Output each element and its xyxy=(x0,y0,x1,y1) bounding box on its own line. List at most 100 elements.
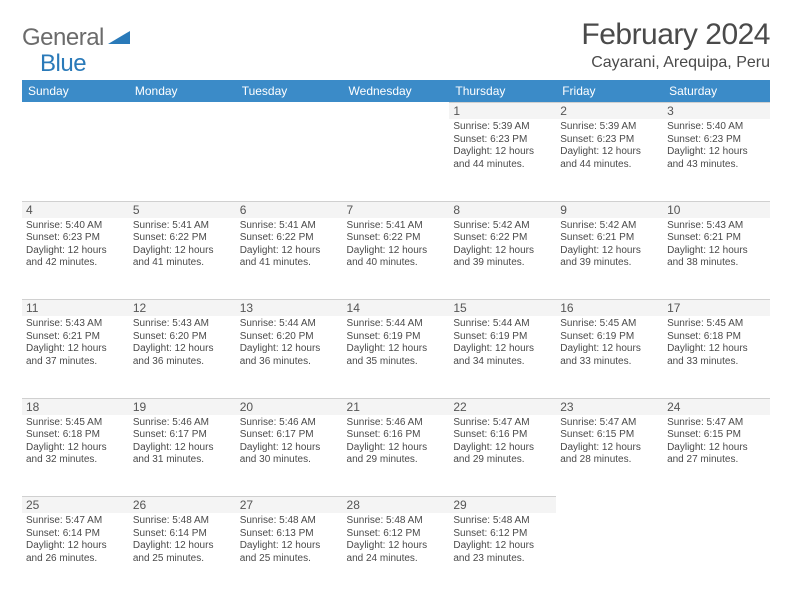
daylight-value: Daylight: 12 hours and 44 minutes. xyxy=(453,146,552,171)
sunrise-value: Sunrise: 5:46 AM xyxy=(347,417,446,430)
day-number-cell: 27 xyxy=(236,497,343,514)
day-number: 14 xyxy=(347,301,360,315)
day-header: Saturday xyxy=(663,80,770,103)
sunset-value: Sunset: 6:20 PM xyxy=(240,331,339,344)
day-cell: Sunrise: 5:46 AMSunset: 6:16 PMDaylight:… xyxy=(343,415,450,497)
day-number: 21 xyxy=(347,400,360,414)
day-number-cell xyxy=(663,497,770,514)
sunrise-value: Sunrise: 5:44 AM xyxy=(453,318,552,331)
sunset-value: Sunset: 6:15 PM xyxy=(560,429,659,442)
sunrise-value: Sunrise: 5:44 AM xyxy=(347,318,446,331)
sunset-value: Sunset: 6:23 PM xyxy=(26,232,125,245)
sunset-value: Sunset: 6:19 PM xyxy=(347,331,446,344)
sunrise-value: Sunrise: 5:41 AM xyxy=(133,220,232,233)
day-cell xyxy=(129,119,236,201)
day-number-row: 18192021222324 xyxy=(22,398,770,415)
day-number: 29 xyxy=(453,498,466,512)
day-number-cell xyxy=(343,103,450,120)
day-cell xyxy=(236,119,343,201)
sunrise-value: Sunrise: 5:41 AM xyxy=(347,220,446,233)
sunset-value: Sunset: 6:23 PM xyxy=(453,134,552,147)
day-number-cell: 12 xyxy=(129,300,236,317)
day-cell: Sunrise: 5:40 AMSunset: 6:23 PMDaylight:… xyxy=(22,218,129,300)
day-number-row: 2526272829 xyxy=(22,497,770,514)
logo: General xyxy=(22,24,132,52)
daylight-value: Daylight: 12 hours and 38 minutes. xyxy=(667,245,766,270)
day-number-cell: 2 xyxy=(556,103,663,120)
day-number-row: 45678910 xyxy=(22,201,770,218)
day-number: 13 xyxy=(240,301,253,315)
daylight-value: Daylight: 12 hours and 29 minutes. xyxy=(453,442,552,467)
day-number: 4 xyxy=(26,203,33,217)
sunrise-value: Sunrise: 5:44 AM xyxy=(240,318,339,331)
daylight-value: Daylight: 12 hours and 33 minutes. xyxy=(667,343,766,368)
day-cell: Sunrise: 5:44 AMSunset: 6:19 PMDaylight:… xyxy=(343,316,450,398)
day-cell: Sunrise: 5:43 AMSunset: 6:20 PMDaylight:… xyxy=(129,316,236,398)
day-number-cell: 19 xyxy=(129,398,236,415)
logo-text-blue: Blue xyxy=(40,50,86,77)
sunset-value: Sunset: 6:19 PM xyxy=(453,331,552,344)
day-number-cell: 18 xyxy=(22,398,129,415)
day-header: Friday xyxy=(556,80,663,103)
day-cell: Sunrise: 5:42 AMSunset: 6:21 PMDaylight:… xyxy=(556,218,663,300)
sunrise-value: Sunrise: 5:48 AM xyxy=(347,515,446,528)
day-number: 6 xyxy=(240,203,247,217)
sunset-value: Sunset: 6:22 PM xyxy=(347,232,446,245)
sunset-value: Sunset: 6:19 PM xyxy=(560,331,659,344)
day-content-row: Sunrise: 5:47 AMSunset: 6:14 PMDaylight:… xyxy=(22,513,770,595)
sunset-value: Sunset: 6:23 PM xyxy=(667,134,766,147)
sunrise-value: Sunrise: 5:45 AM xyxy=(667,318,766,331)
day-number: 3 xyxy=(667,104,674,118)
daylight-value: Daylight: 12 hours and 28 minutes. xyxy=(560,442,659,467)
daylight-value: Daylight: 12 hours and 41 minutes. xyxy=(133,245,232,270)
daylight-value: Daylight: 12 hours and 27 minutes. xyxy=(667,442,766,467)
title-block: February 2024 Cayarani, Arequipa, Peru xyxy=(581,18,770,72)
sunrise-value: Sunrise: 5:40 AM xyxy=(26,220,125,233)
day-number-cell: 22 xyxy=(449,398,556,415)
day-cell: Sunrise: 5:48 AMSunset: 6:12 PMDaylight:… xyxy=(343,513,450,595)
sunset-value: Sunset: 6:23 PM xyxy=(560,134,659,147)
day-cell: Sunrise: 5:46 AMSunset: 6:17 PMDaylight:… xyxy=(129,415,236,497)
sunset-value: Sunset: 6:22 PM xyxy=(133,232,232,245)
day-cell: Sunrise: 5:47 AMSunset: 6:15 PMDaylight:… xyxy=(663,415,770,497)
day-number-cell: 21 xyxy=(343,398,450,415)
day-number-cell: 7 xyxy=(343,201,450,218)
daylight-value: Daylight: 12 hours and 35 minutes. xyxy=(347,343,446,368)
daylight-value: Daylight: 12 hours and 32 minutes. xyxy=(26,442,125,467)
sunset-value: Sunset: 6:17 PM xyxy=(240,429,339,442)
day-number: 28 xyxy=(347,498,360,512)
sunrise-value: Sunrise: 5:42 AM xyxy=(560,220,659,233)
sunset-value: Sunset: 6:14 PM xyxy=(133,528,232,541)
daylight-value: Daylight: 12 hours and 25 minutes. xyxy=(240,540,339,565)
location-label: Cayarani, Arequipa, Peru xyxy=(581,54,770,72)
daylight-value: Daylight: 12 hours and 24 minutes. xyxy=(347,540,446,565)
day-number-cell: 14 xyxy=(343,300,450,317)
sunset-value: Sunset: 6:20 PM xyxy=(133,331,232,344)
day-number: 16 xyxy=(560,301,573,315)
header: General February 2024 Cayarani, Arequipa… xyxy=(22,18,770,72)
day-header: Monday xyxy=(129,80,236,103)
day-number-cell xyxy=(236,103,343,120)
sunrise-value: Sunrise: 5:48 AM xyxy=(453,515,552,528)
sunrise-value: Sunrise: 5:47 AM xyxy=(667,417,766,430)
sunrise-value: Sunrise: 5:43 AM xyxy=(133,318,232,331)
sunrise-value: Sunrise: 5:39 AM xyxy=(560,121,659,134)
sunrise-value: Sunrise: 5:48 AM xyxy=(240,515,339,528)
day-cell: Sunrise: 5:42 AMSunset: 6:22 PMDaylight:… xyxy=(449,218,556,300)
sunset-value: Sunset: 6:18 PM xyxy=(26,429,125,442)
day-number-cell: 25 xyxy=(22,497,129,514)
sunset-value: Sunset: 6:21 PM xyxy=(560,232,659,245)
day-cell: Sunrise: 5:47 AMSunset: 6:14 PMDaylight:… xyxy=(22,513,129,595)
day-header: Sunday xyxy=(22,80,129,103)
sunrise-value: Sunrise: 5:40 AM xyxy=(667,121,766,134)
daylight-value: Daylight: 12 hours and 36 minutes. xyxy=(133,343,232,368)
day-number-cell: 5 xyxy=(129,201,236,218)
daylight-value: Daylight: 12 hours and 39 minutes. xyxy=(453,245,552,270)
day-number-cell: 1 xyxy=(449,103,556,120)
day-cell: Sunrise: 5:44 AMSunset: 6:19 PMDaylight:… xyxy=(449,316,556,398)
day-number-cell: 9 xyxy=(556,201,663,218)
day-cell: Sunrise: 5:45 AMSunset: 6:18 PMDaylight:… xyxy=(22,415,129,497)
day-number-cell: 23 xyxy=(556,398,663,415)
day-cell: Sunrise: 5:48 AMSunset: 6:12 PMDaylight:… xyxy=(449,513,556,595)
sunset-value: Sunset: 6:12 PM xyxy=(453,528,552,541)
